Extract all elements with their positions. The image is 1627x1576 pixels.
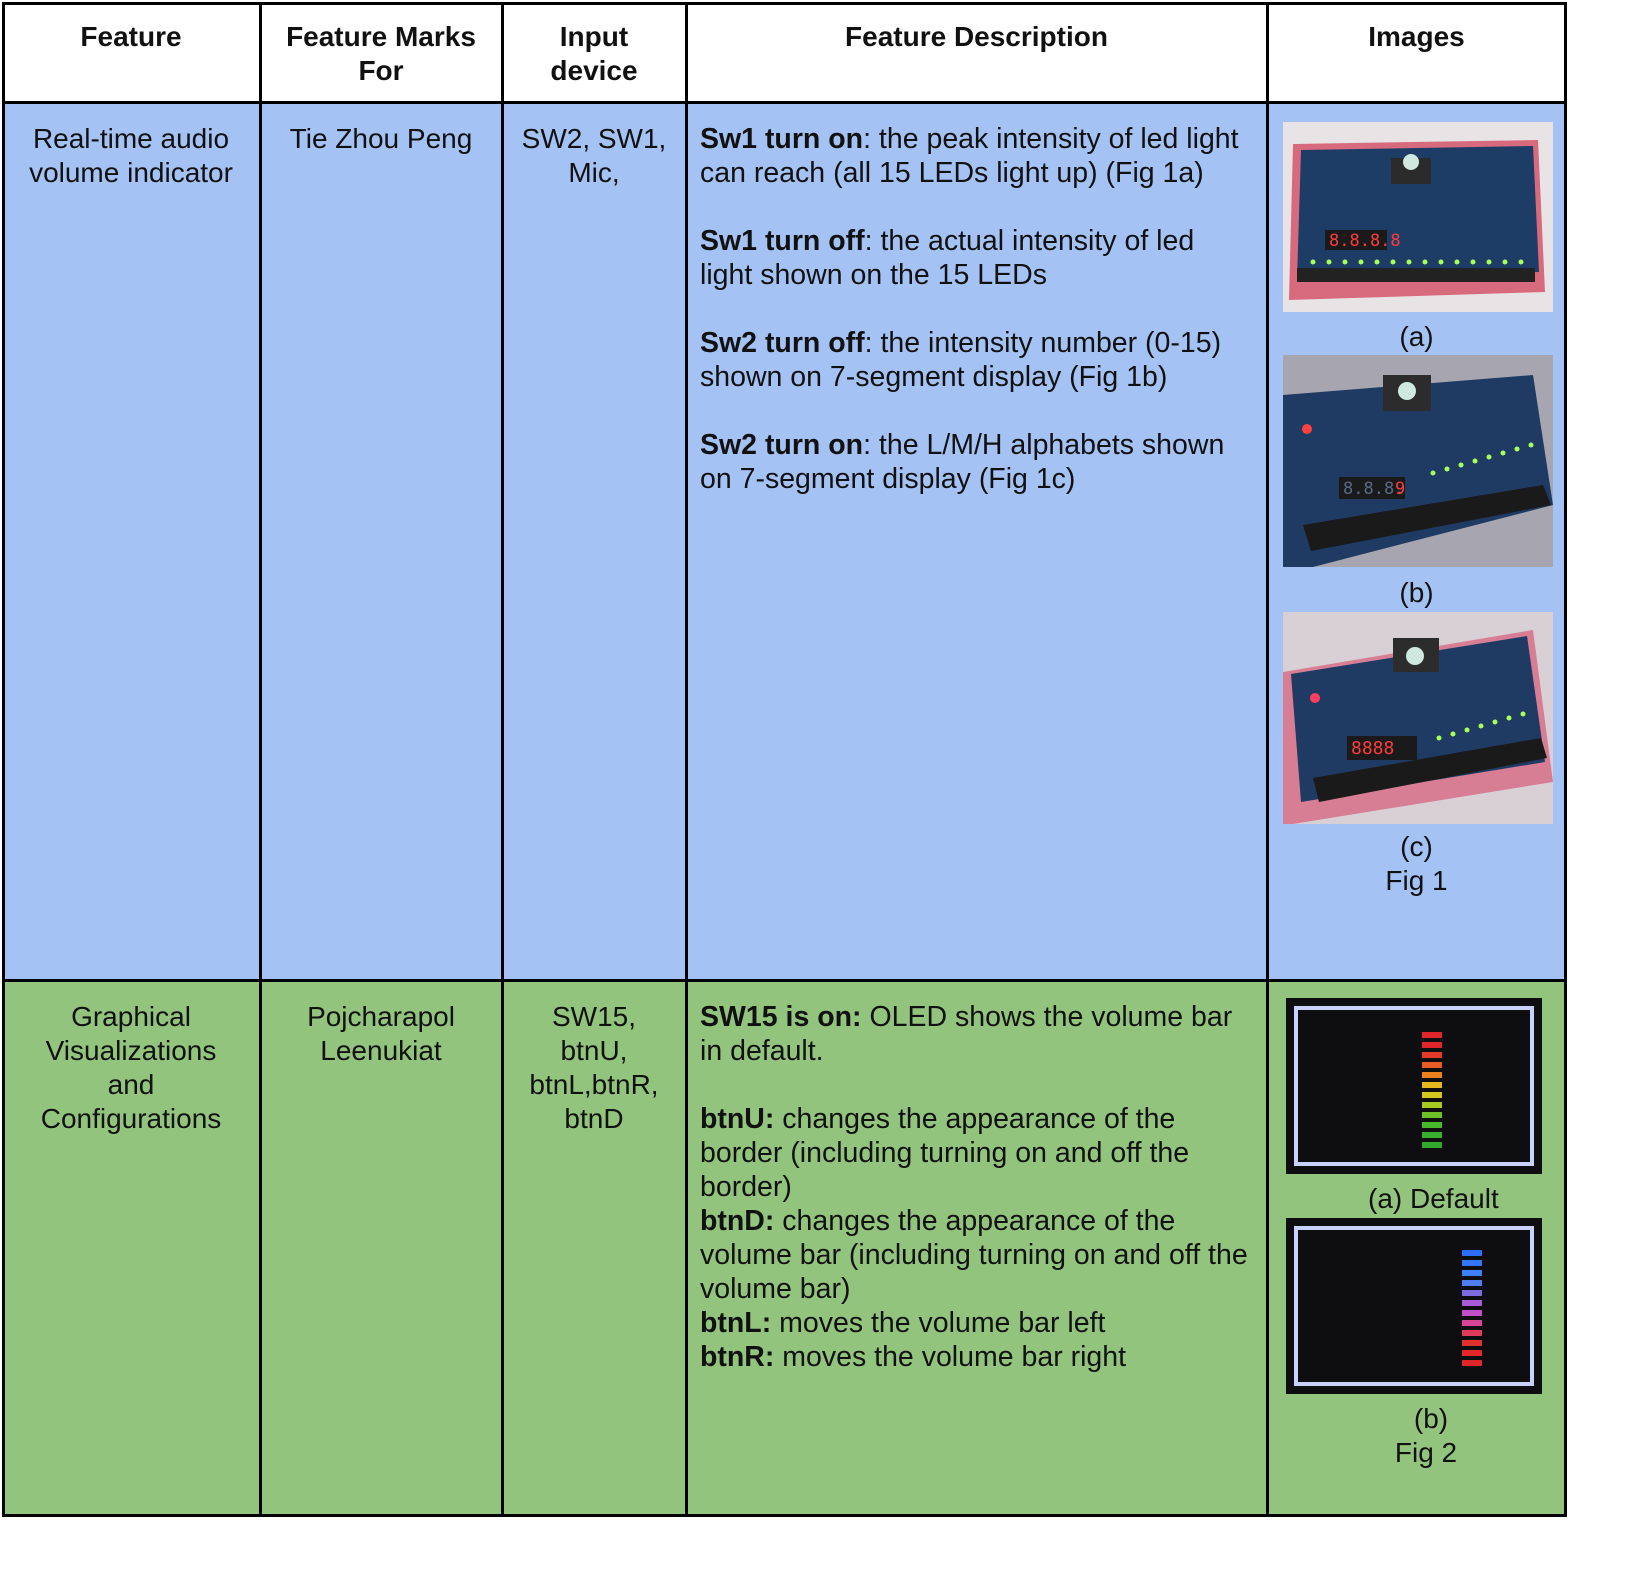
row-2-marks-for: Pojcharapol Leenukiat [307,1001,455,1066]
header-images: Images [1368,21,1465,52]
figure-label: Fig 2 [1394,1437,1458,1468]
svg-text:9: 9 [1395,479,1405,499]
row-1-description: Sw1 turn on: the peak intensity of led l… [686,102,1267,530]
oled-volume-bar-icon [1286,1218,1542,1394]
description-item: Sw2 turn on: the L/M/H alphabets shown o… [700,429,1225,495]
fpga-board-photo-icon: 8888 [1283,612,1553,824]
header-feature: Feature [80,21,182,52]
figure-caption: (b) [1413,1403,1449,1434]
figure-caption: (a) [1399,321,1434,352]
table-border-left [2,2,5,1517]
table-divider [685,2,688,1517]
description-item: btnR: moves the volume bar right [700,1341,1127,1373]
header-marks-for: Feature Marks For [286,21,476,86]
description-item: btnL: moves the volume bar left [700,1307,1106,1339]
figure-caption: (b) [1399,577,1434,608]
fpga-board-photo-icon: 8.8.8. 9 [1283,355,1553,567]
description-item: SW15 is on: OLED shows the volume bar in… [700,1001,1233,1067]
description-item: Sw2 turn off: the intensity number (0-15… [700,327,1222,393]
oled-volume-bar-icon [1286,998,1542,1174]
figure-label: Fig 1 [1385,865,1448,896]
description-item: btnU: changes the appearance of the bord… [700,1103,1190,1203]
description-item: Sw1 turn on: the peak intensity of led l… [700,123,1239,189]
description-item: Sw1 turn off: the actual intensity of le… [700,225,1195,291]
figure-caption: (a) Default [1368,1183,1499,1214]
table-divider [259,2,262,1517]
table-border-right [1564,2,1567,1517]
header-description: Feature Description [845,21,1108,52]
svg-text:8.8.8.: 8.8.8. [1343,479,1404,499]
row-2-input-device: SW15, btnU, btnL,btnR, btnD [529,1001,659,1134]
table-divider [2,101,1566,104]
table-border-top [2,2,1566,5]
description-item: btnD: changes the appearance of the volu… [700,1205,1248,1305]
table-divider [501,2,504,1517]
row-1-feature: Real-time audio volume indicator [29,123,233,188]
header-input-device: Input device [550,21,638,86]
row-2-description: SW15 is on: OLED shows the volume bar in… [686,980,1267,1374]
figure-caption: (c) [1400,831,1433,862]
svg-text:8888: 8888 [1351,738,1394,759]
table-border-bottom [2,1514,1566,1517]
table-divider [2,979,1566,982]
row-2-feature: Graphical Visualizations and Configurati… [40,1001,222,1134]
fpga-board-photo-icon: 8.8.8.8 [1283,122,1553,312]
row-1-marks-for: Tie Zhou Peng [289,123,473,154]
row-1-input-device: SW2, SW1, Mic, [521,123,667,188]
svg-text:8.8.8.8: 8.8.8.8 [1329,231,1401,251]
table-divider [1266,2,1269,1517]
